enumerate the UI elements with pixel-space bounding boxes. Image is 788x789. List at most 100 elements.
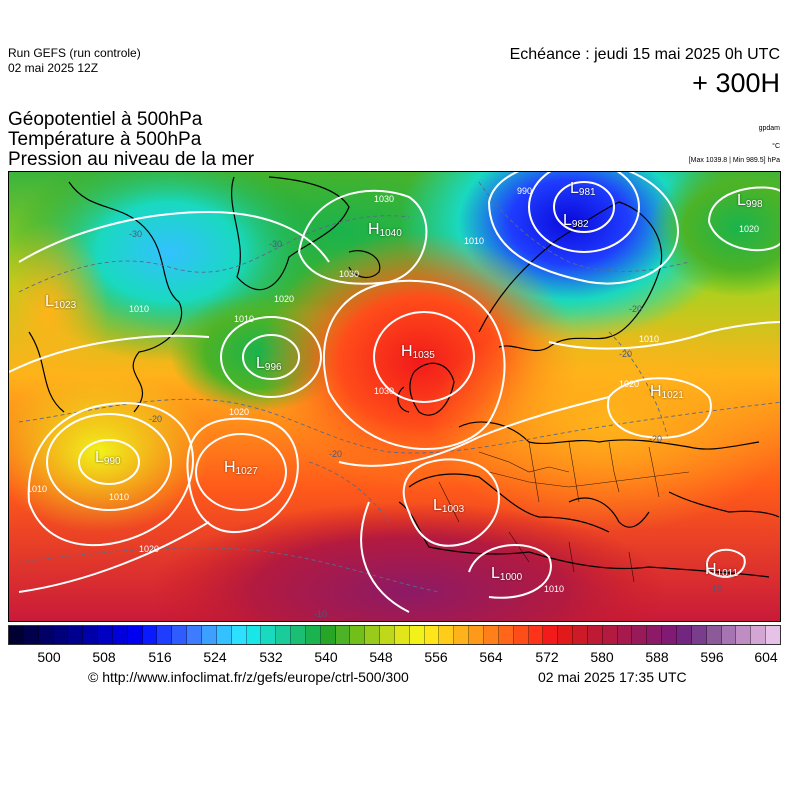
colorbar-swatch bbox=[766, 626, 780, 644]
high-pressure-label: H1021 bbox=[650, 383, 684, 402]
colorbar-swatch bbox=[662, 626, 677, 644]
colorbar-swatch bbox=[112, 626, 128, 644]
isotherms bbox=[18, 181, 780, 593]
low-pressure-label: L1000 bbox=[491, 565, 523, 584]
colorbar-swatch bbox=[558, 626, 574, 644]
colorbar-swatch bbox=[68, 626, 84, 644]
colorbar-swatch bbox=[454, 626, 470, 644]
greenland-coast bbox=[230, 176, 350, 290]
colorbar-swatch bbox=[291, 626, 306, 644]
isobar-label: 1030 bbox=[374, 386, 394, 396]
unit-geopotential: gpdam bbox=[758, 125, 780, 132]
colorbar-swatch bbox=[53, 626, 69, 644]
generated-time: 02 mai 2025 17:35 UTC bbox=[538, 669, 687, 685]
unit-pressure: [Max 1039.8 | Min 989.5] hPa bbox=[688, 157, 780, 164]
field-orange-west bbox=[9, 222, 109, 402]
colorbar-tick-label: 604 bbox=[754, 649, 778, 665]
colorbar-swatch bbox=[380, 626, 395, 644]
colorbar-swatch bbox=[484, 626, 499, 644]
colorbar-swatch bbox=[216, 626, 232, 644]
isobar-label: 1030 bbox=[374, 194, 394, 204]
isobar-label: 1030 bbox=[339, 269, 359, 279]
africa-coast bbox=[398, 501, 770, 578]
colorbar-tick-label: 596 bbox=[700, 649, 724, 665]
run-date: 02 mai 2025 12Z bbox=[8, 61, 99, 75]
colorbar-tick-label: 556 bbox=[424, 649, 448, 665]
valid-time: Echéance : jeudi 15 mai 2025 0h UTC bbox=[509, 46, 780, 63]
colorbar-swatch bbox=[528, 626, 544, 644]
colorbar-tick-label: 564 bbox=[479, 649, 503, 665]
colorbar-swatch bbox=[127, 626, 143, 644]
iceland-coast bbox=[348, 250, 381, 279]
colorbar-swatch bbox=[142, 626, 158, 644]
colorbar-swatch bbox=[83, 626, 99, 644]
turkey-coast bbox=[668, 491, 780, 518]
colorbar-swatch bbox=[157, 626, 173, 644]
isobar-label: 990 bbox=[517, 186, 532, 196]
low-pressure-label: L1003 bbox=[433, 497, 465, 516]
italy-coast bbox=[568, 497, 650, 528]
isobars bbox=[9, 172, 780, 613]
isobar-label: 1020 bbox=[739, 224, 759, 234]
field-orange-europe bbox=[429, 312, 780, 532]
borders bbox=[438, 441, 690, 583]
isobar-label: 1020 bbox=[139, 544, 159, 554]
isobar-labels: 1010 1010 1010 1010 1010 1020 1020 1020 … bbox=[27, 186, 759, 594]
isobar-label: 1010 bbox=[27, 484, 47, 494]
low-pressure-label: L982 bbox=[563, 212, 589, 231]
isotherm-label: -20 bbox=[619, 349, 632, 359]
low-pressure-label: L998 bbox=[737, 192, 763, 211]
isotherm-label: -30 bbox=[129, 229, 142, 239]
colorbar-tick-label: 508 bbox=[92, 649, 116, 665]
labrador-coast bbox=[28, 331, 65, 413]
isotherm-label: -10 bbox=[709, 584, 722, 594]
colorbar-swatch bbox=[187, 626, 202, 644]
isobar-label: 1010 bbox=[544, 584, 564, 594]
colorbar-swatch bbox=[350, 626, 366, 644]
colorbar-swatch bbox=[543, 626, 559, 644]
low-pressure-label: L990 bbox=[95, 449, 121, 468]
isotherm-label: -20 bbox=[649, 434, 662, 444]
colorbar-swatch bbox=[632, 626, 648, 644]
variable-temperature: Température à 500hPa bbox=[8, 129, 202, 150]
colorbar-swatch bbox=[498, 626, 514, 644]
colorbar-swatch bbox=[617, 626, 633, 644]
colorbar-tick-label: 532 bbox=[259, 649, 283, 665]
colorbar-swatch bbox=[751, 626, 767, 644]
weather-map: 1010 1010 1010 1010 1010 1020 1020 1020 … bbox=[8, 171, 781, 622]
colorbar-swatch bbox=[38, 626, 54, 644]
colorbar-swatch bbox=[469, 626, 484, 644]
isobar-label: 1010 bbox=[109, 492, 129, 502]
colorbar-swatch bbox=[9, 626, 24, 644]
run-label: Run GEFS (run controle) bbox=[8, 46, 141, 60]
colorbar-swatch bbox=[201, 626, 217, 644]
high-pressure-label: H1040 bbox=[368, 221, 402, 240]
high-pressure-label: H1011 bbox=[705, 561, 739, 580]
colorbar-swatch bbox=[394, 626, 410, 644]
colorbar-tick-label: 572 bbox=[535, 649, 559, 665]
isobar-label: 1010 bbox=[464, 236, 484, 246]
colorbar-tick-label: 548 bbox=[369, 649, 393, 665]
isobar-label: 1020 bbox=[619, 379, 639, 389]
colorbar-swatch bbox=[721, 626, 737, 644]
isobar-label: 1020 bbox=[274, 294, 294, 304]
colorbar-swatch bbox=[98, 626, 113, 644]
colorbar-swatch bbox=[706, 626, 722, 644]
colorbar-swatch bbox=[736, 626, 752, 644]
colorbar-swatch bbox=[335, 626, 351, 644]
colorbar-swatch bbox=[276, 626, 292, 644]
isotherm-labels: -30 -30 -20 -20 -20 -20 -20 -10 -10 bbox=[129, 229, 722, 619]
high-pressure-label: H1035 bbox=[401, 343, 435, 362]
colorbar-swatch bbox=[647, 626, 663, 644]
isotherm-label: -20 bbox=[329, 449, 342, 459]
colorbar bbox=[8, 625, 781, 645]
colorbar-swatch bbox=[573, 626, 588, 644]
colorbar-swatch bbox=[602, 626, 618, 644]
colorbar-tick-label: 540 bbox=[314, 649, 338, 665]
colorbar-swatch bbox=[365, 626, 381, 644]
colorbar-swatch bbox=[246, 626, 262, 644]
low-pressure-label: L1023 bbox=[45, 293, 77, 312]
variable-geopotential: Géopotentiel à 500hPa bbox=[8, 109, 203, 130]
field-purple-south bbox=[149, 502, 669, 621]
colorbar-tick-label: 524 bbox=[203, 649, 227, 665]
